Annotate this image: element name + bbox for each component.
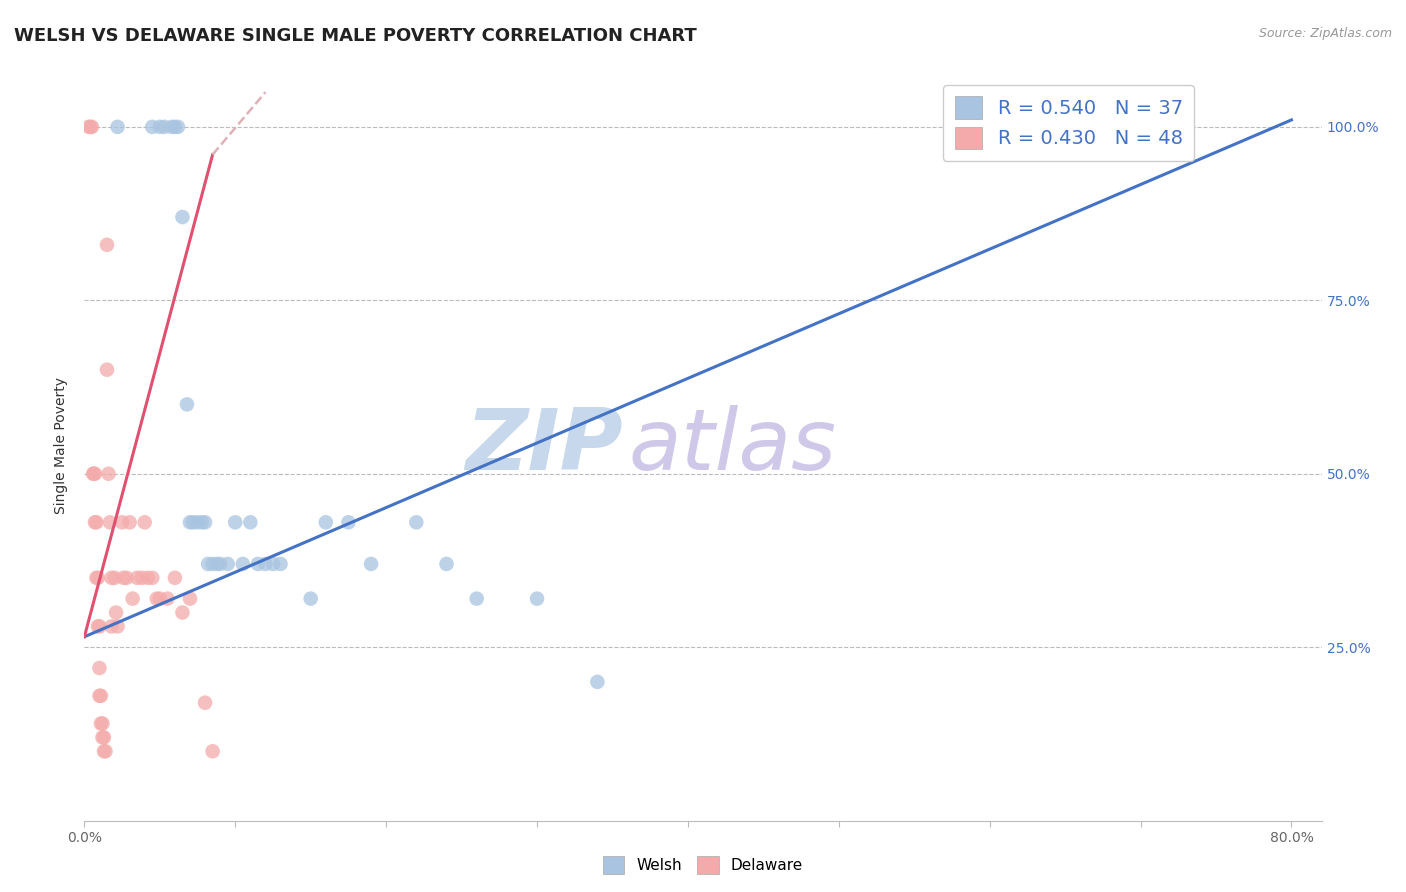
Point	[262, 557, 284, 571]
Point	[1174, 120, 1197, 134]
Point	[217, 557, 239, 571]
Point	[94, 744, 117, 758]
Legend: Welsh, Delaware: Welsh, Delaware	[596, 850, 810, 880]
Point	[82, 467, 104, 481]
Point	[1084, 120, 1107, 134]
Point	[141, 571, 163, 585]
Text: ZIP: ZIP	[465, 404, 623, 488]
Point	[201, 744, 224, 758]
Point	[149, 120, 172, 134]
Legend: R = 0.540   N = 37, R = 0.430   N = 48: R = 0.540 N = 37, R = 0.430 N = 48	[943, 85, 1194, 161]
Point	[172, 606, 194, 620]
Point	[224, 516, 246, 530]
Point	[201, 557, 224, 571]
Point	[100, 571, 122, 585]
Point	[337, 516, 360, 530]
Point	[127, 571, 149, 585]
Point	[194, 696, 217, 710]
Point	[90, 716, 112, 731]
Point	[87, 571, 110, 585]
Point	[121, 591, 143, 606]
Point	[84, 516, 107, 530]
Point	[86, 571, 108, 585]
Point	[118, 516, 141, 530]
Point	[82, 467, 104, 481]
Point	[586, 674, 609, 689]
Point	[134, 516, 156, 530]
Point	[105, 606, 128, 620]
Text: Source: ZipAtlas.com: Source: ZipAtlas.com	[1258, 27, 1392, 40]
Point	[246, 557, 269, 571]
Point	[90, 689, 112, 703]
Point	[194, 516, 217, 530]
Point	[107, 619, 129, 633]
Point	[149, 591, 172, 606]
Point	[136, 571, 159, 585]
Point	[179, 591, 201, 606]
Point	[141, 120, 163, 134]
Point	[163, 571, 186, 585]
Point	[103, 571, 125, 585]
Point	[89, 619, 111, 633]
Text: WELSH VS DELAWARE SINGLE MALE POVERTY CORRELATION CHART: WELSH VS DELAWARE SINGLE MALE POVERTY CO…	[14, 27, 697, 45]
Point	[232, 557, 254, 571]
Point	[98, 516, 121, 530]
Point	[299, 591, 322, 606]
Point	[186, 516, 208, 530]
Point	[96, 237, 118, 252]
Point	[167, 120, 190, 134]
Y-axis label: Single Male Poverty: Single Male Poverty	[55, 377, 69, 515]
Text: atlas: atlas	[628, 404, 837, 488]
Point	[465, 591, 488, 606]
Point	[93, 744, 115, 758]
Point	[181, 516, 204, 530]
Point	[205, 557, 228, 571]
Point	[86, 516, 108, 530]
Point	[96, 362, 118, 376]
Point	[191, 516, 214, 530]
Point	[100, 619, 122, 633]
Point	[153, 120, 176, 134]
Point	[405, 516, 427, 530]
Point	[84, 467, 107, 481]
Point	[131, 571, 153, 585]
Point	[163, 120, 186, 134]
Point	[172, 210, 194, 224]
Point	[146, 591, 169, 606]
Point	[209, 557, 232, 571]
Point	[89, 689, 111, 703]
Point	[89, 661, 111, 675]
Point	[107, 120, 129, 134]
Point	[270, 557, 292, 571]
Point	[97, 467, 120, 481]
Point	[77, 120, 100, 134]
Point	[436, 557, 458, 571]
Point	[156, 591, 179, 606]
Point	[91, 716, 114, 731]
Point	[91, 731, 114, 745]
Point	[179, 516, 201, 530]
Point	[526, 591, 548, 606]
Point	[197, 557, 219, 571]
Point	[80, 120, 103, 134]
Point	[79, 120, 101, 134]
Point	[87, 619, 110, 633]
Point	[176, 397, 198, 411]
Point	[254, 557, 277, 571]
Point	[239, 516, 262, 530]
Point	[112, 571, 135, 585]
Point	[93, 731, 115, 745]
Point	[315, 516, 337, 530]
Point	[160, 120, 183, 134]
Point	[111, 516, 134, 530]
Point	[360, 557, 382, 571]
Point	[115, 571, 138, 585]
